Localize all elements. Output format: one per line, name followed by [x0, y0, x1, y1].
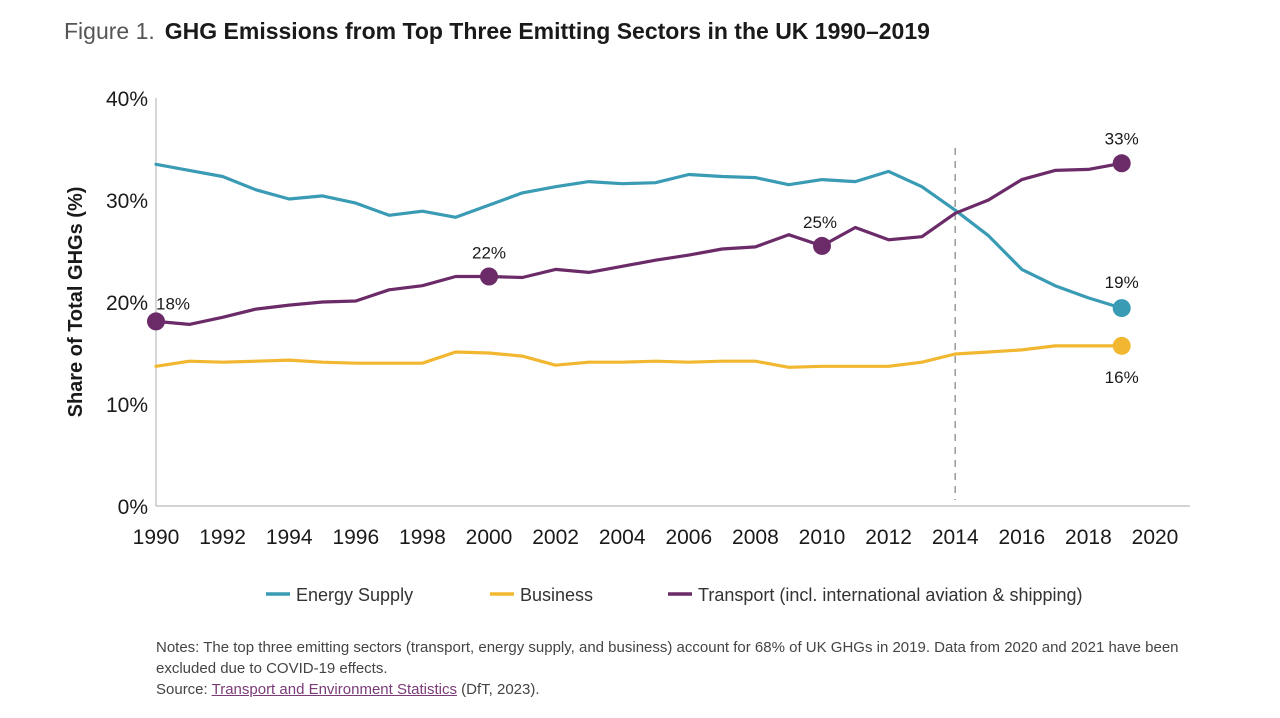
source-prefix: Source: — [156, 681, 212, 698]
source-suffix: (DfT, 2023). — [456, 681, 540, 698]
y-axis-title: Share of Total GHGs (%) — [65, 187, 87, 418]
x-tick-label: 2014 — [932, 526, 979, 549]
legend: Energy Supply Business Transport (incl. in… — [266, 585, 1083, 605]
data-marker — [147, 312, 165, 331]
series-group — [154, 161, 1124, 369]
x-tick-label: 2012 — [865, 526, 912, 549]
x-tick-label: 1996 — [332, 526, 379, 549]
notes-text: Notes: The top three emitting sectors (t… — [156, 639, 1179, 677]
x-tick-label: 2010 — [799, 526, 846, 549]
y-tick-label: 40% — [106, 88, 148, 111]
y-tick-label: 0% — [118, 496, 148, 519]
x-tick-label: 1998 — [399, 526, 446, 549]
series-line-1 — [154, 344, 1124, 369]
data-label: 22% — [472, 244, 506, 263]
x-tick-label: 2006 — [665, 526, 712, 549]
data-marker — [1112, 299, 1131, 318]
data-label: 19% — [1105, 273, 1139, 292]
legend-label: Business — [520, 585, 593, 605]
x-tick-label: 2020 — [1132, 526, 1179, 549]
x-tick-label: 1994 — [266, 526, 313, 549]
source-line: Source: Transport and Environment Statis… — [156, 679, 1216, 700]
x-tick-label: 2018 — [1065, 526, 1112, 549]
data-marker — [480, 267, 498, 286]
data-marker — [1112, 336, 1131, 355]
y-tick-label: 10% — [106, 394, 148, 417]
notes: Notes: The top three emitting sectors (t… — [156, 637, 1216, 700]
legend-label: Energy Supply — [296, 585, 413, 605]
line-chart: 0% 10% 20% 30% 40% 1990 1992 1994 1996 1998 2000 20… — [65, 88, 1190, 605]
x-tick-label: 1990 — [133, 526, 180, 549]
chart-title: Figure 1. GHG Emissions from Top Three Em… — [64, 18, 930, 45]
series-line-0 — [154, 162, 1124, 310]
axes: 0% 10% 20% 30% 40% 1990 1992 1994 1996 1998 2000 20… — [65, 88, 1190, 549]
x-tick-label: 2000 — [466, 526, 513, 549]
legend-label: Transport (incl. international aviation … — [698, 585, 1083, 605]
x-tick-label: 2004 — [599, 526, 646, 549]
y-tick-label: 20% — [106, 292, 148, 315]
figure-title: GHG Emissions from Top Three Emitting Se… — [164, 18, 930, 44]
x-tick-label: 2008 — [732, 526, 779, 549]
data-label: 16% — [1105, 368, 1139, 387]
marker-group: 19% 16% 18% 22% 25% 33% — [147, 129, 1139, 387]
data-label: 33% — [1105, 129, 1139, 148]
data-marker — [1112, 154, 1131, 173]
x-tick-label: 1992 — [199, 526, 246, 549]
x-tick-label: 2002 — [532, 526, 579, 549]
figure-label: Figure 1. — [64, 18, 155, 44]
y-tick-label: 30% — [106, 190, 148, 213]
data-label: 18% — [156, 294, 190, 313]
series-line-2 — [154, 161, 1124, 326]
source-link[interactable]: Transport and Environment Statistics — [211, 681, 457, 698]
x-tick-label: 2016 — [998, 526, 1045, 549]
data-marker — [813, 236, 831, 255]
data-label: 25% — [803, 213, 837, 232]
